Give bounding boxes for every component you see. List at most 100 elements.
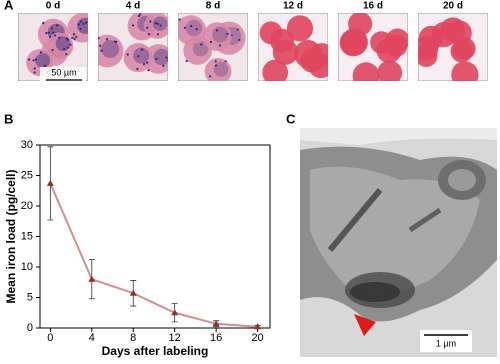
iron-dot (74, 35, 78, 38)
iron-dot (141, 48, 144, 51)
iron-dot (159, 24, 162, 27)
arrowhead (354, 314, 376, 336)
y-tick-label: 0 (27, 322, 33, 334)
y-tick-label: 15 (21, 230, 33, 242)
panel-label: C (286, 111, 296, 126)
cell (262, 59, 289, 81)
iron-dot (42, 21, 45, 25)
iron-dot (50, 27, 53, 30)
iron-dot (79, 20, 83, 23)
iron-dot (195, 27, 198, 31)
iron-dot (99, 44, 102, 47)
nucleus (213, 62, 229, 77)
iron-dot (126, 53, 129, 56)
iron-dot (47, 31, 51, 34)
iron-dot (71, 36, 74, 39)
iron-dot (145, 61, 149, 64)
iron-dot (92, 19, 94, 21)
nucleus (35, 53, 51, 69)
iron-dot (169, 61, 171, 63)
y-tick-label: 25 (21, 169, 33, 181)
iron-dot (79, 27, 82, 31)
iron-dot (34, 58, 38, 61)
micrograph (338, 13, 408, 81)
iron-dot (209, 40, 213, 44)
iron-dot (131, 24, 135, 27)
nucleus (212, 26, 229, 43)
iron-dot (27, 58, 31, 61)
iron-dot (137, 14, 141, 18)
iron-dot (208, 75, 212, 78)
iron-dot (58, 36, 61, 39)
y-tick-label: 5 (27, 291, 33, 303)
micrograph-content: 50 µm (18, 13, 94, 81)
panel-label: B (4, 111, 13, 126)
y-tick-label: 20 (21, 200, 33, 212)
y-axis-label: Mean iron load (pg/cell) (4, 169, 18, 303)
iron-dot (33, 67, 36, 70)
iron-dot (45, 31, 48, 35)
iron-dot (66, 46, 70, 49)
cell (453, 37, 476, 60)
micrograph-content (418, 13, 488, 81)
iron-dot (65, 53, 68, 56)
nucleus (185, 19, 203, 37)
x-tick-label: 16 (210, 332, 222, 344)
iron-dot (200, 43, 203, 46)
iron-dot (73, 38, 76, 41)
iron-dot (147, 69, 150, 72)
iron-dot (51, 49, 54, 52)
marker (46, 179, 54, 186)
micrograph-label: 20 d (443, 1, 463, 12)
cell (377, 60, 403, 81)
iron-dot (162, 64, 165, 67)
cell (204, 57, 232, 81)
iron-dot (214, 60, 217, 63)
iron-dot (185, 59, 188, 63)
cell (418, 25, 444, 51)
iron-dot (98, 36, 100, 40)
iron-dot (169, 67, 171, 69)
scale-box (40, 67, 86, 81)
nucleus (153, 48, 168, 66)
micrograph-label: 16 d (363, 1, 383, 12)
cell (178, 15, 206, 46)
micrograph-label: 12 d (283, 1, 303, 12)
nucleus (101, 40, 120, 59)
micrograph-label: 8 d (206, 1, 220, 12)
iron-dot (236, 28, 239, 31)
panel-label: A (4, 0, 14, 12)
iron-dot (224, 60, 227, 63)
x-axis-label: Days after labeling (102, 344, 209, 358)
plot-frame (39, 144, 271, 329)
iron-dot (72, 33, 76, 36)
cell (286, 15, 314, 42)
iron-dot (155, 57, 158, 61)
x-tick-label: 0 (47, 332, 53, 344)
iron-dot (136, 67, 139, 71)
micrograph (178, 13, 248, 81)
iron-dot (32, 59, 35, 62)
micrograph-label: 0 d (46, 1, 60, 12)
iron-dot (178, 18, 181, 21)
iron-dot (214, 64, 218, 67)
nucleus (77, 17, 88, 34)
marker (254, 323, 262, 330)
scale-label: 1 µm (436, 338, 456, 348)
iron-dot (218, 44, 222, 47)
iron-dot (226, 32, 229, 36)
iron-dot (146, 26, 149, 29)
iron-dot (167, 59, 168, 62)
data-line (49, 183, 258, 328)
iron-dot (65, 37, 69, 40)
iron-dot (105, 38, 109, 41)
iron-dot (147, 33, 151, 36)
cell (202, 22, 232, 52)
nucleus (192, 40, 209, 57)
iron-dot (154, 21, 157, 25)
scale-label: 50 µm (51, 67, 76, 77)
marker (171, 309, 179, 316)
iron-dot (139, 13, 142, 16)
iron-dot (85, 21, 88, 24)
